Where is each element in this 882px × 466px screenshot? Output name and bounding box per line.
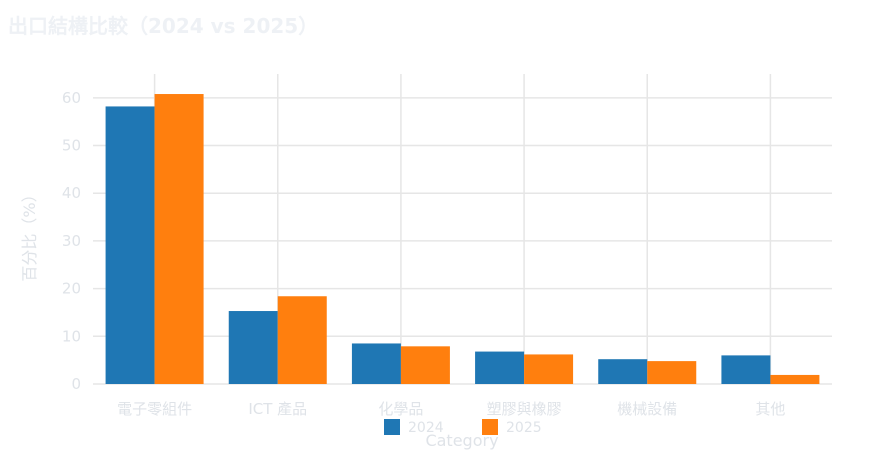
x-tick-label: 化學品 — [378, 400, 423, 418]
legend-swatch-2025 — [482, 419, 498, 435]
y-tick-label: 40 — [62, 184, 81, 202]
legend-swatch-2024 — [384, 419, 400, 435]
y-tick-label: 0 — [71, 375, 81, 393]
y-tick-label: 10 — [62, 327, 81, 345]
legend-label-2024: 2024 — [408, 420, 444, 436]
y-tick-label: 50 — [62, 137, 81, 155]
bars — [105, 94, 820, 385]
bar-2024-5 — [721, 355, 771, 384]
x-tick-label: 塑膠與橡膠 — [487, 400, 562, 418]
y-tick-label: 20 — [62, 280, 81, 298]
legend: 2024 2025 — [384, 419, 542, 436]
x-tick-label: 電子零組件 — [117, 400, 192, 418]
bar-2024-4 — [598, 359, 648, 384]
bar-2025-0 — [154, 94, 204, 385]
grid-lines — [93, 74, 832, 385]
bar-2024-3 — [475, 351, 525, 384]
legend-label-2025: 2025 — [506, 420, 542, 436]
bar-2025-2 — [400, 346, 450, 384]
bar-2024-1 — [228, 311, 278, 384]
bar-2024-2 — [351, 343, 401, 384]
y-axis-title: 百分比（%） — [20, 186, 39, 281]
chart-title: 出口結構比較（2024 vs 2025） — [8, 14, 319, 38]
y-tick-labels: 0 10 20 30 40 50 60 — [62, 89, 81, 393]
x-tick-label: 機械設備 — [617, 400, 677, 418]
x-tick-label: ICT 產品 — [248, 400, 307, 418]
y-tick-label: 60 — [62, 89, 81, 107]
x-tick-label: 其他 — [755, 400, 785, 418]
bar-2025-5 — [770, 374, 820, 384]
x-tick-labels: 電子零組件 ICT 產品 化學品 塑膠與橡膠 機械設備 其他 — [117, 400, 785, 418]
bar-2024-0 — [105, 106, 155, 384]
bar-2025-3 — [524, 354, 574, 384]
y-tick-label: 30 — [62, 232, 81, 250]
bar-2025-4 — [647, 361, 697, 384]
x-axis-title: Category — [425, 431, 498, 450]
bar-2025-1 — [277, 296, 327, 384]
